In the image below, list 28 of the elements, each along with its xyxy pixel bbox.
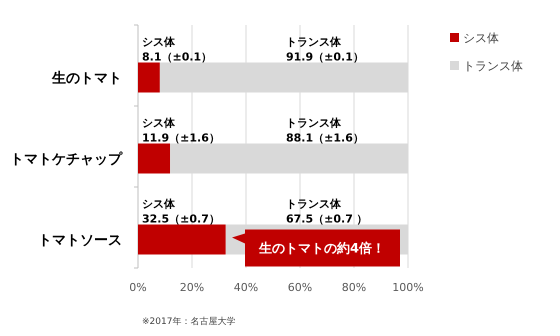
text: シス体 bbox=[142, 116, 175, 130]
text: トランス体 bbox=[286, 198, 341, 210]
x-tick-label: 100% bbox=[392, 281, 424, 294]
bar bbox=[138, 62, 160, 92]
data-label: 67.5（±0.7 ） bbox=[286, 212, 368, 226]
text: トランス体 bbox=[286, 36, 341, 48]
text: シス体 bbox=[142, 198, 175, 210]
data-label: 8.1（±0.1） bbox=[142, 50, 212, 64]
x-tick-label: 20% bbox=[180, 281, 204, 294]
legend-label: トランス体 bbox=[463, 59, 523, 73]
data-label: 32.5（±0.7） bbox=[142, 212, 220, 226]
y-tick-label: トマトケチャップ bbox=[10, 150, 123, 168]
text: シス体 bbox=[142, 36, 175, 48]
y-tick-label: 生のトマト bbox=[51, 70, 122, 86]
y-tick-label: トマトソース bbox=[38, 232, 122, 248]
x-tick-label: 80% bbox=[342, 281, 366, 294]
x-tick-label: 0% bbox=[129, 281, 147, 294]
annotation: 生のトマトの約4倍！ bbox=[258, 240, 386, 256]
text: ※2017年：名古屋大学 bbox=[142, 316, 236, 327]
bar bbox=[138, 224, 226, 254]
x-tick-label: 60% bbox=[288, 281, 312, 294]
legend-label: シス体 bbox=[463, 31, 499, 45]
data-label: 91.9（±0.1） bbox=[286, 50, 364, 64]
data-label: 88.1（±1.6） bbox=[286, 132, 364, 144]
x-tick-label: 40% bbox=[234, 281, 258, 294]
bar bbox=[138, 144, 170, 174]
data-label: 11.9（±1.6） bbox=[142, 132, 220, 144]
text: トランス体 bbox=[286, 116, 341, 130]
